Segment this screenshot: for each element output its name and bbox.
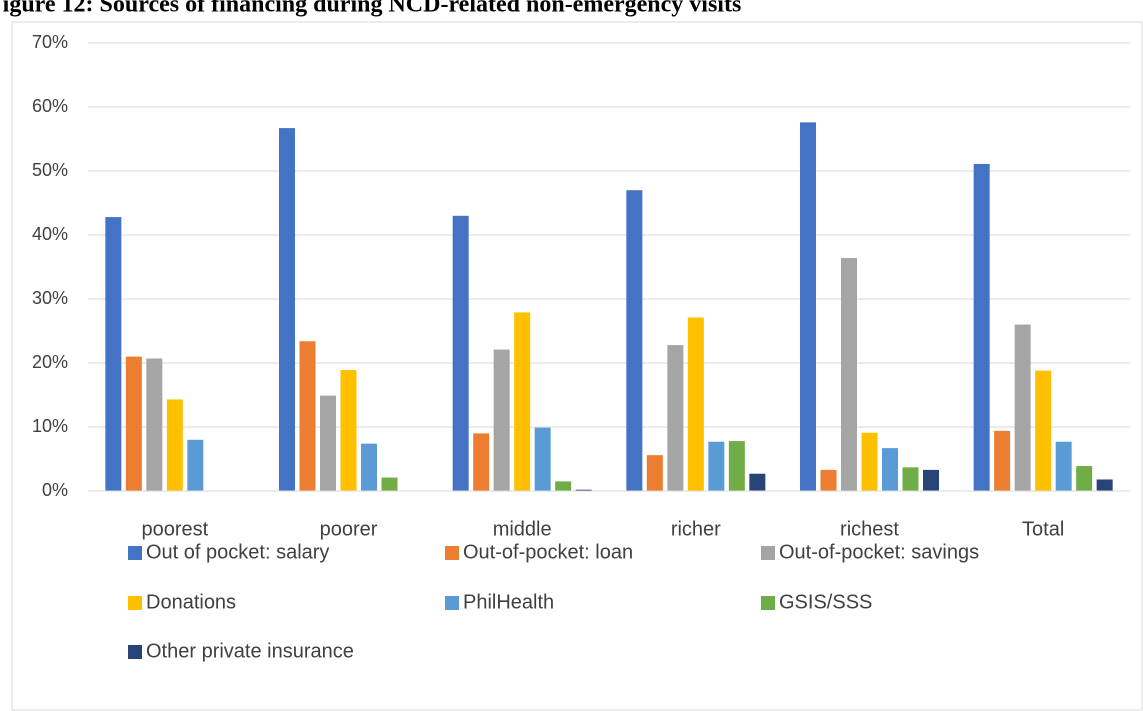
bar — [299, 341, 316, 491]
x-tick-label: poorest — [141, 518, 208, 540]
chart-frame — [11, 21, 1143, 711]
y-tick-label: 0% — [42, 480, 68, 500]
legend-label: Other private insurance — [146, 640, 354, 662]
legend-label: Out-of-pocket: loan — [463, 541, 633, 563]
bar — [994, 430, 1011, 491]
bar — [687, 317, 704, 491]
bar — [1035, 370, 1052, 491]
bar — [514, 312, 531, 491]
y-tick-label: 60% — [32, 96, 68, 116]
legend-label: GSIS/SSS — [779, 591, 872, 613]
bar — [340, 370, 357, 491]
bar — [1014, 324, 1031, 491]
bar — [861, 432, 878, 491]
legend-swatch — [128, 546, 142, 560]
legend-swatch — [128, 645, 142, 659]
bar — [381, 477, 398, 491]
x-tick-label: poorer — [320, 518, 378, 540]
bar — [800, 122, 816, 492]
y-tick-label: 10% — [32, 416, 68, 436]
bar — [125, 356, 142, 491]
bar — [146, 358, 163, 491]
bar — [187, 439, 204, 491]
bar — [708, 441, 725, 491]
y-tick-label: 50% — [32, 160, 68, 180]
legend-swatch — [761, 596, 775, 610]
bar — [646, 455, 663, 491]
legend-label: Out of pocket: salary — [146, 541, 329, 563]
x-tick-label: richer — [671, 518, 721, 540]
bar — [973, 163, 990, 491]
bar — [320, 395, 336, 491]
bar — [1076, 466, 1093, 491]
bar — [749, 473, 766, 491]
bar — [105, 217, 122, 491]
legend-label: Donations — [146, 591, 236, 613]
legend-swatch — [128, 596, 142, 610]
bar — [534, 427, 551, 491]
chart-title: Figure 12: Sources of financing during N… — [0, 0, 741, 18]
bar — [667, 345, 684, 491]
y-tick-label: 30% — [32, 288, 68, 308]
x-tick-label: richest — [840, 518, 899, 540]
bar — [882, 448, 898, 491]
bar — [166, 399, 183, 491]
legend-swatch — [445, 596, 459, 610]
x-tick-label: Total — [1022, 518, 1064, 540]
y-tick-label: 40% — [32, 224, 68, 244]
legend-label: PhilHealth — [463, 591, 554, 613]
bar — [841, 258, 857, 491]
x-tick-label: middle — [493, 518, 552, 540]
legend-swatch — [761, 546, 775, 560]
bar — [575, 489, 592, 491]
bar — [923, 469, 939, 491]
legend-label: Out-of-pocket: savings — [779, 541, 979, 563]
bar — [626, 190, 643, 491]
bar — [1096, 479, 1113, 491]
y-tick-label: 20% — [32, 352, 68, 372]
bar — [820, 469, 837, 491]
bar — [1055, 441, 1072, 491]
bar — [473, 433, 490, 491]
bar — [361, 443, 377, 491]
legend-swatch — [445, 546, 459, 560]
bar — [902, 467, 919, 491]
bar — [555, 481, 572, 491]
bar — [728, 441, 745, 491]
bar — [452, 215, 469, 492]
bar — [279, 128, 295, 491]
y-tick-label: 70% — [32, 32, 68, 52]
bar — [493, 349, 510, 491]
